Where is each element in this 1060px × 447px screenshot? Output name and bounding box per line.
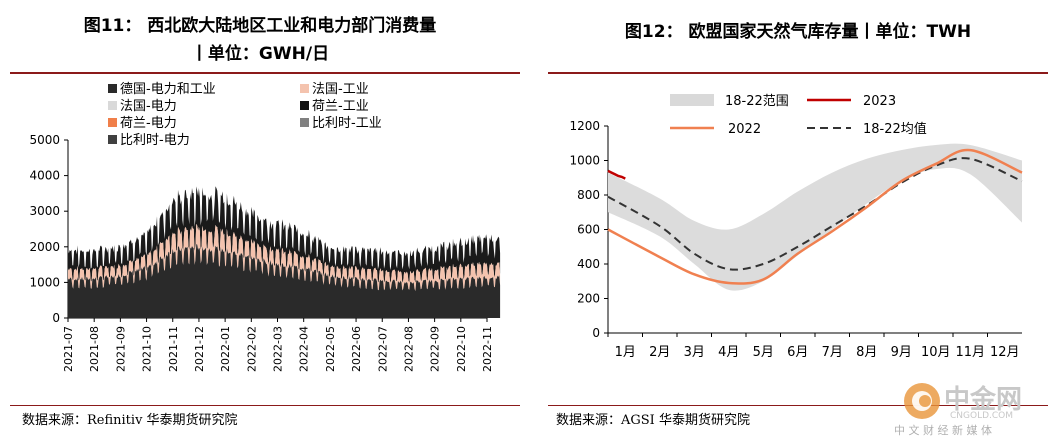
right-y-tick-label: 600: [577, 223, 600, 237]
left-x-tick-label: 2022-11: [481, 326, 494, 372]
right-legend-label-2023: 2023: [863, 94, 896, 109]
right-x-tick-label: 9月: [891, 345, 912, 360]
left-title-line1: 图11： 西北欧大陆地区工业和电力部门消费量: [83, 16, 437, 36]
left-bottom-rule: [10, 405, 520, 406]
left-x-tick-label: 2022-08: [402, 326, 415, 372]
right-x-tick-label: 7月: [822, 345, 843, 360]
watermark-tagline: 中 文 财 经 新 媒 体: [894, 424, 992, 437]
right-x-tick-label: 4月: [718, 345, 739, 360]
left-legend-swatch: [300, 84, 309, 93]
right-x-tick-label: 1月: [615, 345, 636, 360]
left-x-tick-label: 2022-02: [245, 326, 258, 372]
left-legend-swatch: [108, 101, 117, 110]
left-y-tick-label: 0: [52, 311, 60, 325]
right-legend-swatch-range: [670, 94, 714, 106]
left-y-tick-label: 4000: [29, 169, 60, 183]
left-x-tick-label: 2022-04: [298, 326, 311, 372]
left-x-tick-label: 2022-06: [350, 326, 363, 372]
watermark-logo-icon: [904, 383, 940, 419]
left-x-tick-label: 2022-09: [429, 326, 442, 372]
left-y-tick-label: 1000: [29, 275, 60, 289]
left-legend-swatch: [108, 135, 117, 144]
right-y-tick-label: 400: [577, 257, 600, 271]
left-area-germany: [68, 244, 501, 318]
left-x-tick-label: 2021-11: [167, 326, 180, 372]
left-legend-label: 荷兰-工业: [312, 99, 369, 114]
left-chart: 0 1000 2000 3000 4000 5000 2021-07 2021-08 2021-…: [29, 82, 501, 372]
right-x-tick-label: 6月: [787, 345, 808, 360]
left-legend-swatch: [108, 84, 117, 93]
right-y-tick-label: 200: [577, 292, 600, 306]
left-x-tick-label: 2022-01: [219, 326, 232, 372]
right-x-tick-label: 12月: [990, 345, 1020, 360]
right-title: 图12： 欧盟国家天然气库存量丨单位：TWH: [624, 22, 972, 42]
left-legend-label: 比利时-电力: [120, 133, 190, 148]
right-x-tick-label: 8月: [856, 345, 877, 360]
right-mean-line: [607, 157, 1023, 271]
left-legend-label: 法国-工业: [312, 82, 369, 97]
right-2023-line: [607, 169, 626, 180]
right-x-tick-label: 10月: [921, 345, 951, 360]
right-legend-label-range: 18-22范围: [725, 94, 789, 109]
left-area-france-industry: [68, 223, 501, 292]
left-legend-swatch: [300, 101, 309, 110]
right-x-tick-label: 2月: [649, 345, 670, 360]
left-x-tick-label: 2021-08: [88, 326, 101, 372]
left-title-line2: 丨单位：GWH/日: [190, 44, 330, 64]
left-x-tick-label: 2021-09: [114, 326, 127, 372]
right-x-tick-label: 11月: [955, 345, 985, 360]
right-legend-label-mean: 18-22均值: [863, 121, 927, 137]
right-y-tick-label: 1000: [569, 154, 600, 168]
right-chart: 0 200 400 600 800 1000 1200 1月 2月 3月 4月 5月 6月 7月 8月 9月 1…: [569, 94, 1023, 360]
left-y-tick-label: 3000: [29, 204, 60, 218]
left-legend-swatch: [300, 118, 309, 127]
left-legend-label: 德国-电力和工业: [120, 82, 216, 97]
right-x-tick-label: 5月: [753, 345, 774, 360]
left-area-upper: [68, 186, 501, 283]
left-x-tick-label: 2021-07: [62, 326, 75, 372]
left-y-tick-label: 2000: [29, 240, 60, 254]
right-top-rule: [548, 72, 1048, 74]
right-legend-label-2022: 2022: [728, 122, 761, 137]
watermark: 中金网 CNGOLD.COM 中 文 财 经 新 媒 体: [894, 379, 1050, 439]
left-legend-swatch: [108, 118, 117, 127]
left-legend-label: 比利时-工业: [312, 116, 382, 131]
left-source: 数据来源：Refinitiv 华泰期货研究院: [22, 413, 238, 428]
watermark-url: CNGOLD.COM: [950, 411, 1014, 421]
left-y-tick-label: 5000: [29, 133, 60, 147]
right-range-band: [608, 143, 1022, 291]
watermark-brand: 中金网: [944, 385, 1023, 415]
right-2022-line: [607, 148, 1023, 285]
left-x-tick-label: 2022-03: [272, 326, 285, 372]
left-legend-label: 法国-电力: [120, 99, 177, 114]
left-x-tick-label: 2022-05: [324, 326, 337, 372]
left-legend-label: 荷兰-电力: [120, 116, 177, 131]
left-x-tick-label: 2021-12: [193, 326, 206, 372]
left-x-tick-label: 2022-07: [376, 326, 389, 372]
right-x-tick-label: 3月: [684, 345, 705, 360]
left-x-tick-label: 2022-10: [455, 326, 468, 372]
right-y-tick-label: 0: [592, 326, 600, 340]
right-bottom-rule: [548, 405, 1048, 406]
right-source: 数据来源：AGSI 华泰期货研究院: [556, 413, 750, 428]
right-y-tick-label: 800: [577, 188, 600, 202]
right-y-tick-label: 1200: [569, 119, 600, 133]
left-x-tick-label: 2021-10: [141, 326, 154, 372]
left-top-rule: [10, 72, 520, 74]
